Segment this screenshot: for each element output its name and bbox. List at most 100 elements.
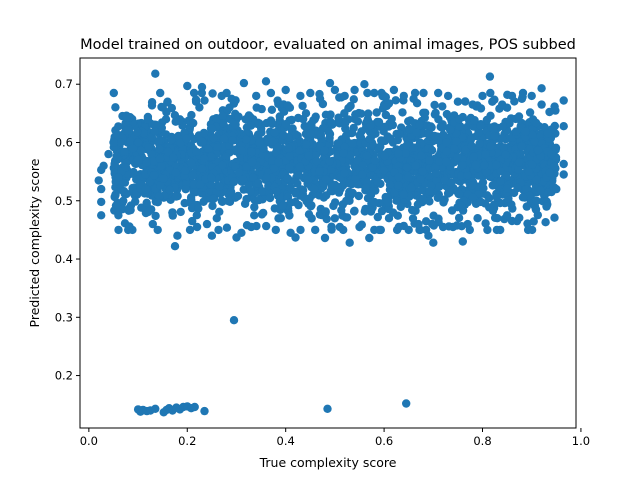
data-point xyxy=(237,228,246,237)
data-point-cluster xyxy=(144,143,153,152)
data-point-cluster xyxy=(383,197,393,207)
data-point-cluster xyxy=(531,205,541,214)
data-point-cluster xyxy=(350,206,359,215)
data-point-cluster xyxy=(425,187,434,196)
data-point-cluster xyxy=(197,164,207,173)
data-point-cluster xyxy=(454,190,464,199)
data-point-cluster xyxy=(486,141,495,151)
data-point-cluster xyxy=(321,207,330,216)
data-point-cluster xyxy=(374,117,384,127)
data-point-cluster xyxy=(293,179,302,188)
data-point xyxy=(306,88,315,98)
data-point-cluster xyxy=(517,142,527,151)
data-point-cluster xyxy=(486,161,495,170)
data-point-cluster xyxy=(492,160,501,170)
data-point-cluster xyxy=(285,163,294,172)
x-tick-label: 0.6 xyxy=(375,434,393,448)
data-point-cluster xyxy=(340,119,350,128)
data-point-cluster xyxy=(394,172,403,182)
data-point-cluster xyxy=(110,159,119,169)
data-point-cluster xyxy=(433,193,442,202)
data-point xyxy=(537,100,546,109)
data-point-cluster xyxy=(286,198,295,207)
data-point-cluster xyxy=(380,152,389,161)
data-point-cluster xyxy=(268,156,277,165)
data-point-cluster xyxy=(278,201,287,210)
data-point-cluster xyxy=(326,110,335,119)
data-point-cluster xyxy=(514,165,523,174)
data-point-cluster xyxy=(304,210,314,219)
data-point xyxy=(212,214,221,223)
data-point-cluster xyxy=(234,112,243,121)
data-point-cluster xyxy=(163,147,173,157)
data-point-cluster xyxy=(192,211,201,220)
data-point xyxy=(434,88,443,98)
data-point-cluster xyxy=(286,183,295,192)
data-point-cluster xyxy=(171,192,181,201)
data-point-cluster xyxy=(471,160,481,170)
data-point-cluster xyxy=(215,207,224,216)
x-axis-label: True complexity score xyxy=(259,455,397,470)
data-point-cluster xyxy=(274,157,283,167)
data-point xyxy=(429,238,438,247)
data-point-cluster xyxy=(110,192,119,202)
data-point-cluster xyxy=(156,181,165,190)
data-point-cluster xyxy=(295,146,304,155)
data-point xyxy=(153,225,162,235)
data-point-cluster xyxy=(325,157,334,166)
data-point-cluster xyxy=(396,202,405,212)
data-point-cluster xyxy=(119,187,129,196)
data-point-cluster xyxy=(161,115,171,124)
data-point xyxy=(276,214,285,223)
data-point-cluster xyxy=(530,137,539,146)
data-point-cluster xyxy=(322,214,331,224)
data-point-cluster xyxy=(489,124,498,134)
data-point-cluster xyxy=(550,213,559,222)
data-point-cluster xyxy=(156,88,165,98)
data-point xyxy=(468,100,477,109)
data-point-cluster xyxy=(272,187,281,196)
data-point xyxy=(148,219,157,229)
data-point-cluster xyxy=(384,99,394,108)
data-point-cluster xyxy=(467,141,476,151)
y-axis-label: Predicted complexity score xyxy=(27,158,42,327)
data-point-cluster xyxy=(209,133,218,143)
data-point-cluster xyxy=(258,187,267,196)
data-point-cluster xyxy=(417,151,426,160)
data-point-cluster xyxy=(262,221,271,231)
data-point-cluster xyxy=(420,113,429,122)
data-point-cluster xyxy=(136,146,146,155)
data-point xyxy=(424,231,433,240)
data-point xyxy=(345,238,354,247)
data-point xyxy=(360,80,369,89)
data-point-cluster xyxy=(294,113,303,123)
data-point-cluster xyxy=(518,193,528,202)
data-point-cluster xyxy=(452,137,461,146)
data-point-cluster xyxy=(358,170,367,179)
data-point xyxy=(559,96,568,105)
data-point-cluster xyxy=(340,169,349,178)
data-point-cluster xyxy=(186,193,196,202)
data-point-cluster xyxy=(207,173,216,182)
data-point xyxy=(483,225,492,235)
data-point-cluster xyxy=(475,139,484,148)
data-point-cluster xyxy=(312,157,321,166)
data-point-cluster xyxy=(502,171,511,180)
data-point-cluster xyxy=(432,176,441,185)
data-point xyxy=(402,399,411,408)
data-point-cluster xyxy=(373,177,382,187)
data-point-cluster xyxy=(192,147,201,156)
data-point-cluster xyxy=(180,198,189,208)
data-point xyxy=(183,81,192,91)
data-point-cluster xyxy=(442,109,452,119)
data-point-cluster xyxy=(206,152,216,161)
data-point-cluster xyxy=(150,127,159,136)
y-tick-label: 0.7 xyxy=(55,77,73,91)
data-point xyxy=(200,406,209,416)
data-point-cluster xyxy=(434,214,443,223)
data-point-cluster xyxy=(304,151,313,161)
data-point xyxy=(340,91,349,101)
data-point-cluster xyxy=(229,177,239,187)
data-point xyxy=(104,149,113,159)
x-tick-label: 0.8 xyxy=(473,434,491,448)
